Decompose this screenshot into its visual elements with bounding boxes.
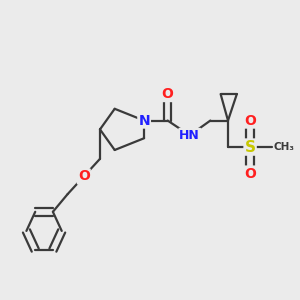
- Text: O: O: [244, 167, 256, 181]
- Text: S: S: [244, 140, 256, 154]
- Text: O: O: [162, 87, 174, 101]
- Text: CH₃: CH₃: [274, 142, 295, 152]
- Text: HN: HN: [179, 129, 200, 142]
- Text: O: O: [78, 169, 90, 184]
- Text: N: N: [138, 114, 150, 128]
- Text: O: O: [244, 114, 256, 128]
